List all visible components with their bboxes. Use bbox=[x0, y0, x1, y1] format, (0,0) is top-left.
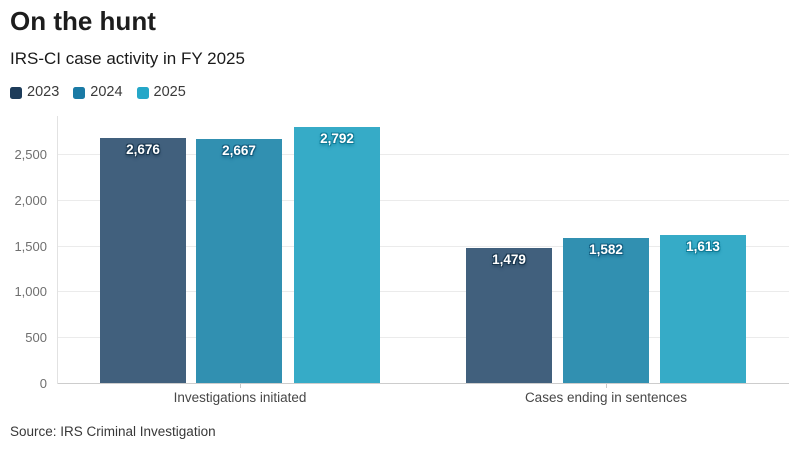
x-axis-line bbox=[58, 383, 789, 384]
gridline bbox=[58, 245, 789, 247]
legend-label: 2023 bbox=[27, 84, 60, 100]
gridline bbox=[58, 199, 789, 201]
bar-value-label: 2,667 bbox=[222, 142, 256, 158]
legend-swatch-icon bbox=[73, 86, 86, 99]
legend-label: 2025 bbox=[153, 84, 186, 100]
bar-2024-investigations: 2,667 bbox=[196, 138, 282, 383]
x-axis-tick bbox=[606, 384, 607, 388]
y-tick-label: 500 bbox=[25, 330, 47, 346]
y-tick-label: 2,000 bbox=[14, 192, 47, 208]
bar-2024-sentences: 1,582 bbox=[563, 238, 649, 383]
bar-2023-investigations: 2,676 bbox=[100, 137, 186, 383]
bar-value-label: 2,792 bbox=[320, 131, 354, 147]
chart-subtitle: IRS-CI case activity in FY 2025 bbox=[10, 49, 245, 68]
x-axis-tick bbox=[240, 384, 241, 388]
legend-swatch-icon bbox=[10, 86, 22, 99]
plot-area: 2,676 2,667 2,792 Investigations initiated 1… bbox=[57, 116, 789, 405]
legend-swatch-icon bbox=[136, 86, 149, 99]
legend: 2023 2024 2025 bbox=[10, 85, 186, 100]
bar-value-label: 1,479 bbox=[492, 251, 526, 267]
gridline bbox=[58, 154, 789, 155]
legend-item-2023: 2023 bbox=[10, 85, 59, 100]
legend-item-2025: 2025 bbox=[136, 84, 186, 100]
bar-2025-sentences: 1,613 bbox=[660, 235, 746, 383]
category-label: Investigations initiated bbox=[173, 390, 307, 405]
legend-label: 2024 bbox=[90, 84, 123, 100]
bar-value-label: 1,582 bbox=[589, 242, 623, 258]
y-tick-label: 1,500 bbox=[14, 238, 47, 254]
gridline bbox=[58, 337, 789, 339]
gridline bbox=[58, 291, 789, 293]
legend-item-2024: 2024 bbox=[73, 84, 123, 100]
bar-2023-sentences: 1,479 bbox=[466, 247, 552, 383]
chart-title: On the hunt bbox=[10, 6, 156, 36]
category-label: Cases ending in sentences bbox=[524, 390, 688, 405]
bar-value-label: 1,613 bbox=[686, 239, 720, 255]
y-axis: 0 500 1,000 1,500 2,000 2,500 bbox=[0, 116, 47, 391]
y-tick-label: 2,500 bbox=[14, 147, 47, 162]
bar-value-label: 2,676 bbox=[126, 141, 160, 157]
source-note: Source: IRS Criminal Investigation bbox=[10, 424, 216, 439]
bar-2025-investigations: 2,792 bbox=[294, 127, 380, 383]
y-tick-label: 0 bbox=[39, 376, 47, 391]
y-tick-label: 1,000 bbox=[14, 284, 47, 300]
